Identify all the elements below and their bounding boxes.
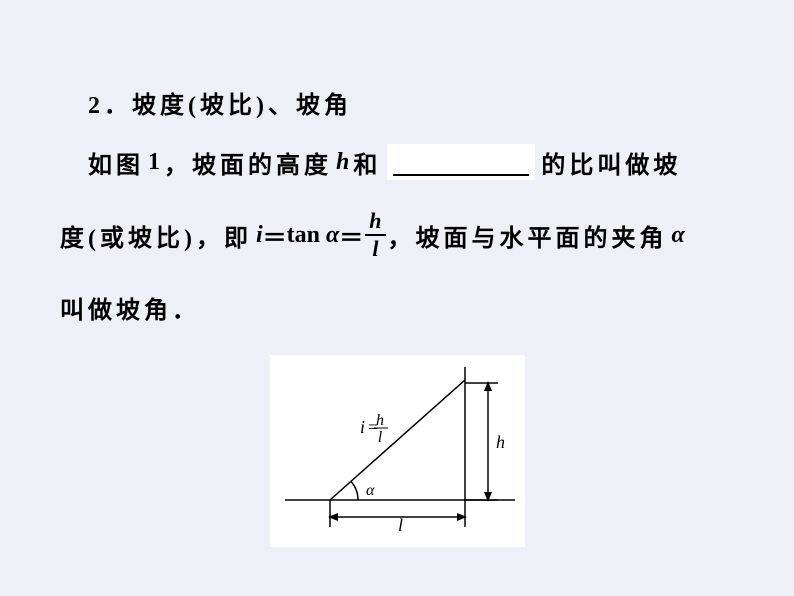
section-heading: 2．坡度(坡比)、坡角 (88, 85, 734, 120)
var-i: i (256, 222, 263, 249)
svg-text:i: i (360, 417, 365, 437)
section-title: 坡度(坡比)、坡角 (132, 93, 352, 119)
diagram-container: αi=hlhl (60, 355, 734, 547)
line2-fignum: 1 (148, 149, 160, 176)
fraction-h-over-l: h l (365, 210, 385, 260)
svg-text:l: l (398, 515, 403, 535)
fill-blank (387, 144, 535, 180)
svg-text:h: h (376, 412, 384, 429)
svg-text:h: h (496, 432, 505, 452)
frac-den: l (368, 236, 382, 260)
var-alpha-2: α (672, 222, 685, 249)
line3-mid: ，坡面与水平面的夹角 (388, 218, 668, 253)
eq1: ＝ (263, 218, 287, 253)
line2-prefix: 如图 (88, 145, 144, 180)
frac-num: h (365, 210, 385, 236)
svg-text:α: α (366, 482, 375, 499)
text-line-2: 如图 1 ，坡面的高度 h 和 的比叫做坡 (88, 144, 734, 180)
text-line-3: 度(或坡比)，即 i ＝ tan α ＝ h l ，坡面与水平面的夹角 α (60, 210, 734, 260)
var-h: h (336, 149, 349, 176)
line2-mid1: ，坡面的高度 (164, 145, 332, 180)
line2-mid2: 和 (353, 145, 381, 180)
var-alpha: α (326, 222, 339, 249)
eq2: ＝ (339, 218, 363, 253)
svg-text:l: l (377, 429, 382, 446)
slope-diagram: αi=hlhl (270, 355, 525, 547)
line2-suffix: 的比叫做坡 (541, 145, 681, 180)
section-number: 2 (88, 93, 104, 119)
line3-prefix: 度(或坡比)，即 (60, 218, 252, 253)
line4-text: 叫做坡角． (60, 298, 200, 324)
tan: tan (287, 222, 320, 249)
section-sep: ． (104, 93, 132, 119)
text-line-4: 叫做坡角． (60, 290, 734, 325)
